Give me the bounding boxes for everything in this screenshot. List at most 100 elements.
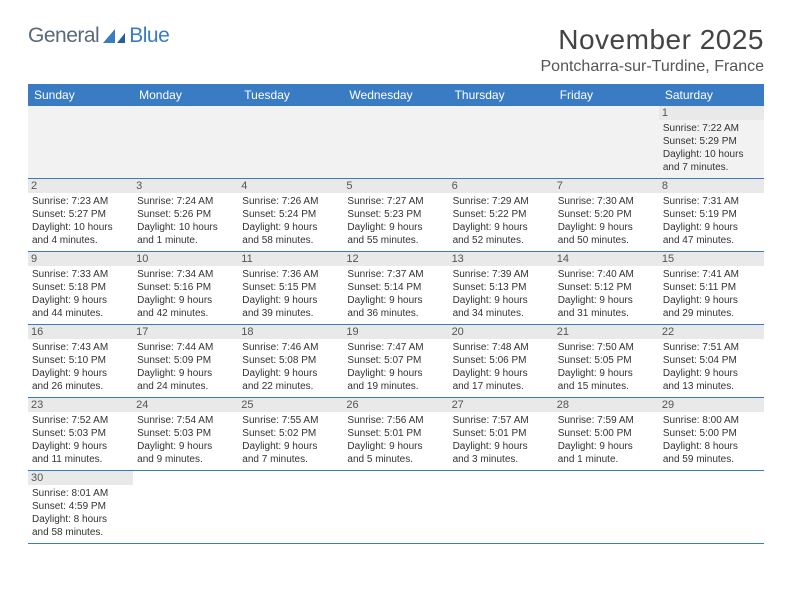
day-info: Sunrise: 7:33 AMSunset: 5:18 PMDaylight:… (32, 268, 129, 320)
day-number: 5 (343, 179, 448, 193)
day-number: 17 (133, 325, 238, 339)
calendar-day-empty (449, 471, 554, 544)
logo-text-1: General (28, 24, 99, 48)
day-info: Sunrise: 7:50 AMSunset: 5:05 PMDaylight:… (558, 341, 655, 393)
calendar-day-empty (28, 106, 133, 179)
calendar-day: 15 Sunrise: 7:41 AMSunset: 5:11 PMDayligh… (659, 252, 764, 325)
calendar-day: 20 Sunrise: 7:48 AMSunset: 5:06 PMDayligh… (449, 325, 554, 398)
calendar-day: 5 Sunrise: 7:27 AMSunset: 5:23 PMDaylight… (343, 179, 448, 252)
calendar-week: 16 Sunrise: 7:43 AMSunset: 5:10 PMDayligh… (28, 325, 764, 398)
weekday-header: Tuesday (238, 84, 343, 106)
day-info: Sunrise: 7:48 AMSunset: 5:06 PMDaylight:… (453, 341, 550, 393)
day-number: 16 (28, 325, 133, 339)
calendar-week: 23 Sunrise: 7:52 AMSunset: 5:03 PMDayligh… (28, 398, 764, 471)
calendar-week: 30 Sunrise: 8:01 AMSunset: 4:59 PMDayligh… (28, 471, 764, 544)
day-number: 30 (28, 471, 133, 485)
day-info: Sunrise: 7:23 AMSunset: 5:27 PMDaylight:… (32, 195, 129, 247)
calendar-day-empty (659, 471, 764, 544)
weekday-header-row: SundayMondayTuesdayWednesdayThursdayFrid… (28, 84, 764, 106)
day-number: 20 (449, 325, 554, 339)
calendar: SundayMondayTuesdayWednesdayThursdayFrid… (28, 84, 764, 544)
weekday-header: Friday (554, 84, 659, 106)
day-info: Sunrise: 7:51 AMSunset: 5:04 PMDaylight:… (663, 341, 760, 393)
calendar-day: 7 Sunrise: 7:30 AMSunset: 5:20 PMDaylight… (554, 179, 659, 252)
calendar-day: 16 Sunrise: 7:43 AMSunset: 5:10 PMDayligh… (28, 325, 133, 398)
day-info: Sunrise: 7:44 AMSunset: 5:09 PMDaylight:… (137, 341, 234, 393)
calendar-day: 19 Sunrise: 7:47 AMSunset: 5:07 PMDayligh… (343, 325, 448, 398)
day-number: 2 (28, 179, 133, 193)
calendar-body: 1Sunrise: 7:22 AMSunset: 5:29 PMDaylight… (28, 106, 764, 544)
day-number: 18 (238, 325, 343, 339)
day-number: 1 (659, 106, 764, 120)
day-number: 23 (28, 398, 133, 412)
day-number: 8 (659, 179, 764, 193)
calendar-day: 2 Sunrise: 7:23 AMSunset: 5:27 PMDaylight… (28, 179, 133, 252)
day-info: Sunrise: 7:52 AMSunset: 5:03 PMDaylight:… (32, 414, 129, 466)
day-info: Sunrise: 7:41 AMSunset: 5:11 PMDaylight:… (663, 268, 760, 320)
day-number: 6 (449, 179, 554, 193)
day-number: 15 (659, 252, 764, 266)
calendar-day-empty (133, 471, 238, 544)
day-number: 13 (449, 252, 554, 266)
day-number: 11 (238, 252, 343, 266)
calendar-day: 3 Sunrise: 7:24 AMSunset: 5:26 PMDaylight… (133, 179, 238, 252)
calendar-day: 24 Sunrise: 7:54 AMSunset: 5:03 PMDayligh… (133, 398, 238, 471)
weekday-header: Sunday (28, 84, 133, 106)
calendar-day: 28 Sunrise: 7:59 AMSunset: 5:00 PMDayligh… (554, 398, 659, 471)
day-info: Sunrise: 7:27 AMSunset: 5:23 PMDaylight:… (347, 195, 444, 247)
day-info: Sunrise: 7:26 AMSunset: 5:24 PMDaylight:… (242, 195, 339, 247)
day-info: Sunrise: 7:47 AMSunset: 5:07 PMDaylight:… (347, 341, 444, 393)
day-info: Sunrise: 7:43 AMSunset: 5:10 PMDaylight:… (32, 341, 129, 393)
day-info: Sunrise: 7:55 AMSunset: 5:02 PMDaylight:… (242, 414, 339, 466)
day-number: 29 (659, 398, 764, 412)
calendar-day: 8Sunrise: 7:31 AMSunset: 5:19 PMDaylight… (659, 179, 764, 252)
calendar-day: 29Sunrise: 8:00 AMSunset: 5:00 PMDayligh… (659, 398, 764, 471)
day-info: Sunrise: 7:24 AMSunset: 5:26 PMDaylight:… (137, 195, 234, 247)
calendar-day-empty (554, 471, 659, 544)
day-number: 12 (343, 252, 448, 266)
title-block: November 2025 Pontcharra-sur-Turdine, Fr… (541, 24, 765, 76)
day-number: 19 (343, 325, 448, 339)
location: Pontcharra-sur-Turdine, France (541, 58, 765, 76)
day-info: Sunrise: 7:34 AMSunset: 5:16 PMDaylight:… (137, 268, 234, 320)
day-number: 24 (133, 398, 238, 412)
calendar-day: 9 Sunrise: 7:33 AMSunset: 5:18 PMDaylight… (28, 252, 133, 325)
day-number: 26 (343, 398, 448, 412)
day-info: Sunrise: 7:30 AMSunset: 5:20 PMDaylight:… (558, 195, 655, 247)
day-info: Sunrise: 7:39 AMSunset: 5:13 PMDaylight:… (453, 268, 550, 320)
day-number: 14 (554, 252, 659, 266)
logo: GeneralBlue (28, 24, 169, 48)
calendar-day-empty (449, 106, 554, 179)
calendar-day: 17 Sunrise: 7:44 AMSunset: 5:09 PMDayligh… (133, 325, 238, 398)
day-info: Sunrise: 7:54 AMSunset: 5:03 PMDaylight:… (137, 414, 234, 466)
calendar-week: 2 Sunrise: 7:23 AMSunset: 5:27 PMDaylight… (28, 179, 764, 252)
day-info: Sunrise: 8:01 AMSunset: 4:59 PMDaylight:… (32, 487, 129, 539)
day-info: Sunrise: 7:59 AMSunset: 5:00 PMDaylight:… (558, 414, 655, 466)
weekday-header: Saturday (659, 84, 764, 106)
weekday-header: Thursday (449, 84, 554, 106)
calendar-day: 6Sunrise: 7:29 AMSunset: 5:22 PMDaylight… (449, 179, 554, 252)
calendar-day: 21Sunrise: 7:50 AMSunset: 5:05 PMDayligh… (554, 325, 659, 398)
weekday-header: Wednesday (343, 84, 448, 106)
header: GeneralBlue November 2025 Pontcharra-sur… (28, 24, 764, 76)
calendar-day-empty (343, 106, 448, 179)
day-info: Sunrise: 7:37 AMSunset: 5:14 PMDaylight:… (347, 268, 444, 320)
calendar-day: 30 Sunrise: 8:01 AMSunset: 4:59 PMDayligh… (28, 471, 133, 544)
day-number: 9 (28, 252, 133, 266)
sail-icon (101, 27, 127, 45)
calendar-day: 25 Sunrise: 7:55 AMSunset: 5:02 PMDayligh… (238, 398, 343, 471)
day-number: 3 (133, 179, 238, 193)
day-number: 25 (238, 398, 343, 412)
weekday-header: Monday (133, 84, 238, 106)
calendar-day: 13 Sunrise: 7:39 AMSunset: 5:13 PMDayligh… (449, 252, 554, 325)
day-number: 28 (554, 398, 659, 412)
day-number: 7 (554, 179, 659, 193)
calendar-week: 1Sunrise: 7:22 AMSunset: 5:29 PMDaylight… (28, 106, 764, 179)
day-number: 4 (238, 179, 343, 193)
calendar-day: 4 Sunrise: 7:26 AMSunset: 5:24 PMDaylight… (238, 179, 343, 252)
calendar-day: 12 Sunrise: 7:37 AMSunset: 5:14 PMDayligh… (343, 252, 448, 325)
calendar-day: 14Sunrise: 7:40 AMSunset: 5:12 PMDayligh… (554, 252, 659, 325)
month-title: November 2025 (541, 24, 765, 56)
day-number: 27 (449, 398, 554, 412)
day-number: 10 (133, 252, 238, 266)
